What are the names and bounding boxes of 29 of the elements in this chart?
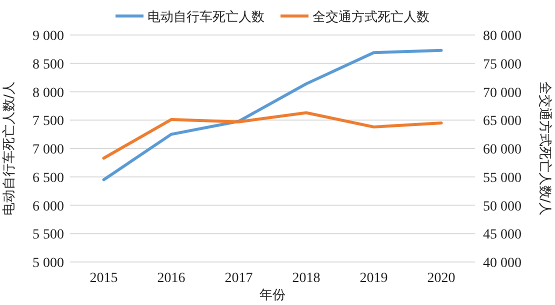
y2-axis-title: 全交通方式死亡人数/人 [537, 81, 553, 216]
x-tick-label: 2018 [292, 271, 320, 286]
x-tick-label: 2016 [157, 271, 186, 286]
y-tick-label: 9 000 [32, 29, 64, 44]
y-tick-label: 8 000 [32, 86, 64, 101]
legend-label: 电动自行车死亡人数 [148, 9, 264, 25]
y-tick-label: 7 000 [32, 142, 64, 158]
x-tick-label: 2019 [360, 271, 388, 286]
y-tick-label: 5 000 [32, 256, 64, 271]
y-tick-label: 6 000 [32, 199, 64, 214]
y2-tick-label: 55 000 [483, 170, 522, 186]
y2-tick-label: 65 000 [483, 114, 522, 130]
y-tick-label: 8 500 [32, 57, 64, 72]
y2-tick-label: 70 000 [483, 86, 522, 101]
x-axis-title: 年份 [260, 288, 286, 303]
legend-label: 全交通方式死亡人数 [312, 9, 430, 25]
x-tick-label: 2020 [427, 271, 456, 286]
y-tick-label: 6 500 [32, 170, 64, 186]
x-tick-label: 2017 [224, 271, 253, 286]
y-axis-title: 电动自行车死亡人数/人 [1, 81, 17, 216]
y-tick-label: 5 500 [32, 228, 64, 243]
y2-tick-label: 60 000 [483, 142, 522, 158]
y2-tick-label: 50 000 [483, 199, 522, 214]
y2-tick-label: 80 000 [483, 29, 522, 44]
y2-tick-label: 40 000 [483, 256, 522, 271]
y2-tick-label: 75 000 [483, 57, 522, 72]
x-tick-label: 2015 [90, 271, 118, 286]
y-tick-label: 7 500 [32, 114, 64, 130]
y2-tick-label: 45 000 [483, 228, 522, 243]
